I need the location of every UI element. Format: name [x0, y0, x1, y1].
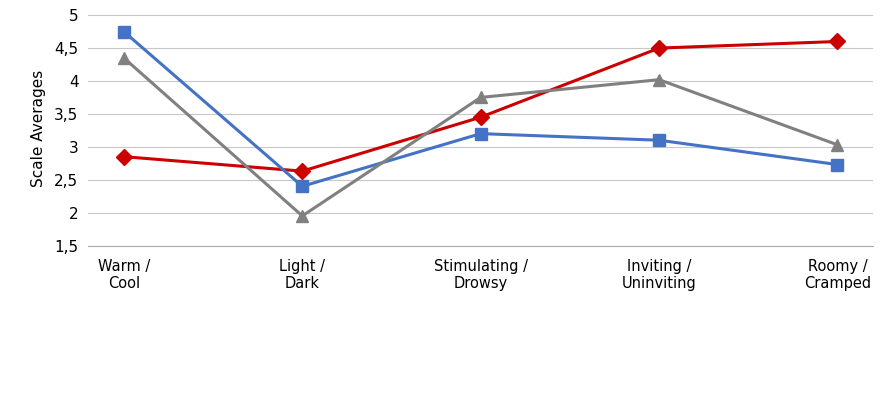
Cool Color — [118, 29, 129, 34]
Warm Color — [118, 154, 129, 159]
Line: Warm Color: Warm Color — [118, 36, 843, 177]
Y-axis label: Scale Averages: Scale Averages — [31, 70, 46, 187]
Cool Color — [297, 184, 308, 188]
Warm Color — [833, 39, 843, 44]
Cool Color — [833, 162, 843, 167]
Neutral Color — [118, 55, 129, 60]
Neutral Color — [475, 95, 486, 100]
Warm Color — [654, 46, 664, 50]
Warm Color — [475, 115, 486, 120]
Cool Color — [475, 131, 486, 136]
Neutral Color — [833, 143, 843, 147]
Cool Color — [654, 138, 664, 143]
Line: Neutral Color: Neutral Color — [118, 52, 843, 221]
Neutral Color — [297, 213, 308, 218]
Line: Cool Color: Cool Color — [118, 26, 843, 192]
Neutral Color — [654, 77, 664, 82]
Warm Color — [297, 169, 308, 173]
